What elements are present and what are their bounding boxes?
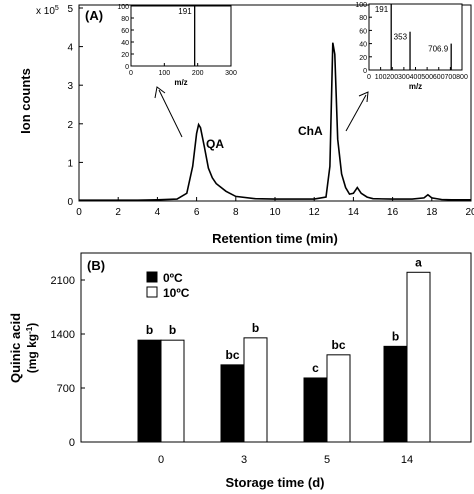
significance-letter: bc [331, 338, 345, 352]
significance-letter: b [252, 321, 259, 335]
legend-swatch-10c [146, 286, 158, 298]
bar [383, 345, 408, 443]
x-tick-label: 20 [465, 207, 474, 218]
y-tick-label: 0 [67, 197, 73, 208]
inset-y-tick-label: 100 [117, 4, 129, 11]
bar-panel: (B) Quinic acid (mg kg-1) Storage time (… [8, 252, 472, 490]
ms-peak-label: 191 [178, 7, 192, 16]
x-tick-label: 0 [76, 207, 82, 218]
cha-peak-label: ChA [298, 124, 323, 138]
inset-frame [130, 5, 232, 67]
bar [137, 339, 162, 443]
inset-x-tick-label: 100 [158, 70, 170, 77]
bar-y-title: Quinic acid [8, 313, 23, 383]
bar [326, 354, 351, 443]
bar-x-tick-label: 3 [241, 454, 247, 466]
ms-inset-qa: 0 20 40 60 80 100 0 100 200 300 191 m/z [117, 4, 237, 87]
inset-x-tick-label: 300 [398, 74, 410, 81]
inset-y-tick-label: 80 [359, 15, 367, 22]
inset-x-tick-label: 0 [367, 74, 371, 81]
x-tick-label: 14 [348, 207, 360, 218]
x-tick-label: 18 [426, 207, 438, 218]
ms-peak-label: 353 [394, 33, 408, 42]
inset-x-tick-label: 500 [421, 74, 433, 81]
inset-y-tick-label: 60 [359, 28, 367, 35]
qa-arrow [154, 86, 183, 138]
x-tick-label: 2 [115, 207, 121, 218]
bar [303, 377, 328, 443]
inset-x-tick-label: 0 [129, 70, 133, 77]
chromatogram-panel: (A) x 105 Ion counts Retention time (min… [18, 2, 474, 246]
bar [160, 339, 185, 443]
inset-y-tick-label: 100 [355, 2, 367, 9]
y-tick-label: 2 [67, 120, 73, 131]
legend-swatch-0c [146, 271, 158, 283]
bar [243, 337, 268, 443]
bar-x-tick-label: 0 [158, 454, 164, 466]
bar-y-tick-label: 700 [57, 383, 75, 395]
bar [406, 271, 431, 443]
inset-x-tick-label: 800 [456, 74, 468, 81]
ms-peak-label: 191 [375, 5, 389, 14]
inset-x-tick-label: 400 [410, 74, 422, 81]
bar [220, 364, 245, 443]
cha-arrow [345, 91, 369, 132]
bar-y-tick-label: 2100 [51, 275, 75, 287]
significance-letter: bc [225, 348, 239, 362]
y-tick-label: 1 [67, 158, 73, 169]
significance-letter: c [312, 361, 319, 375]
significance-letter: b [146, 323, 153, 337]
chromatogram-y-title: Ion counts [18, 68, 33, 134]
y-tick-label: 3 [67, 81, 73, 92]
x-tick-label: 8 [233, 207, 239, 218]
inset-y-tick-label: 20 [359, 55, 367, 62]
significance-letter: b [392, 329, 399, 343]
bar-x-title: Storage time (d) [226, 475, 325, 490]
inset-y-tick-label: 0 [363, 68, 367, 75]
legend-label-10c: 10ºC [163, 286, 190, 300]
bar-y-unit: (mg kg-1) [25, 323, 39, 373]
x-tick-label: 12 [309, 207, 321, 218]
y-tick-label: 4 [67, 43, 73, 54]
x-tick-label: 4 [155, 207, 161, 218]
inset-y-tick-label: 80 [121, 16, 129, 23]
inset-x-tick-label: 200 [386, 74, 398, 81]
inset-x-tick-label: 600 [433, 74, 445, 81]
inset-x-tick-label: 700 [445, 74, 457, 81]
bar-y-tick-label: 0 [69, 437, 75, 449]
bar-x-tick-label: 14 [401, 454, 413, 466]
inset-y-tick-label: 40 [359, 42, 367, 49]
qa-peak-label: QA [206, 137, 224, 151]
legend: 0ºC 10ºC [146, 271, 190, 300]
inset-x-tick-label: 200 [192, 70, 204, 77]
x-tick-label: 16 [387, 207, 399, 218]
ms-peak-label: 706.9 [428, 45, 449, 54]
significance-letter: a [415, 255, 422, 269]
inset-x-title: m/z [174, 78, 187, 87]
y-tick-label: 5 [67, 4, 73, 15]
inset-y-tick-label: 60 [121, 28, 129, 35]
bar-frame [80, 252, 472, 443]
inset-y-tick-label: 40 [121, 40, 129, 47]
inset-x-title: m/z [409, 82, 422, 91]
chromatogram-line [79, 42, 471, 201]
x-tick-label: 6 [194, 207, 200, 218]
inset-x-tick-label: 100 [375, 74, 387, 81]
y-multiplier: x 105 [36, 5, 59, 17]
inset-y-tick-label: 20 [121, 52, 129, 59]
significance-letter: b [169, 323, 176, 337]
bar-y-tick-label: 1400 [51, 329, 75, 341]
legend-label-0c: 0ºC [163, 271, 183, 285]
chromatogram-x-title: Retention time (min) [212, 231, 338, 246]
inset-frame [368, 3, 463, 71]
x-tick-label: 10 [269, 207, 281, 218]
bar-x-tick-label: 5 [324, 454, 330, 466]
inset-y-tick-label: 0 [125, 64, 129, 71]
inset-x-tick-label: 300 [225, 70, 237, 77]
panel-b-label: (B) [87, 258, 105, 273]
panel-a-label: (A) [85, 8, 103, 23]
